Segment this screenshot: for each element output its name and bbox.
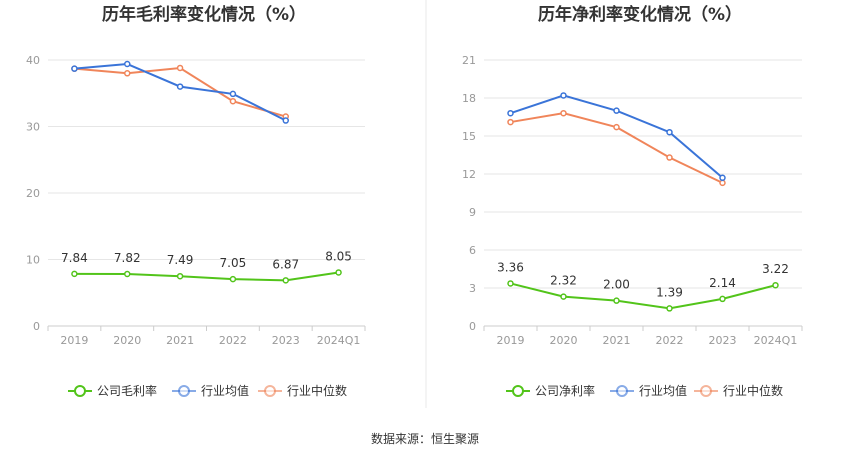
data-point-industry_median	[229, 97, 237, 105]
data-label: 2.14	[709, 276, 736, 290]
x-tick-label: 2023	[272, 334, 300, 347]
x-tick-label: 2021	[603, 334, 631, 347]
data-label: 7.84	[61, 251, 88, 265]
data-point-company	[666, 305, 673, 312]
data-point-industry_avg	[613, 107, 620, 114]
data-point-industry_avg	[666, 128, 673, 136]
data-point-industry_median	[719, 179, 726, 187]
legend-label: 公司净利率	[535, 383, 595, 398]
y-tick-label: 0	[33, 320, 40, 333]
x-tick-label: 2022	[219, 334, 247, 347]
chart-title: 历年毛利率变化情况（%）	[102, 4, 306, 25]
data-point-industry_avg	[507, 109, 514, 117]
data-point-company	[176, 272, 184, 280]
x-tick-label: 2024Q1	[754, 334, 798, 347]
data-label: 7.82	[114, 251, 141, 265]
data-label: 3.36	[497, 260, 524, 274]
y-tick-label: 12	[462, 168, 476, 181]
data-point-company	[335, 269, 342, 276]
y-tick-label: 10	[26, 254, 40, 267]
series-line-industry_avg	[74, 62, 287, 122]
data-point-company	[719, 295, 726, 303]
y-tick-label: 15	[462, 130, 476, 143]
y-tick-label: 21	[462, 54, 476, 67]
data-point-industry_median	[666, 154, 673, 161]
data-point-industry_avg	[71, 65, 78, 72]
legend-marker	[700, 385, 712, 397]
x-tick-label: 2023	[709, 334, 737, 347]
data-label: 3.22	[762, 262, 789, 276]
x-tick-label: 2019	[497, 334, 525, 347]
data-point-company	[124, 270, 131, 278]
y-tick-label: 18	[462, 92, 476, 105]
data-point-industry_avg	[229, 90, 237, 98]
data-point-company	[560, 293, 567, 300]
data-label: 6.87	[272, 257, 299, 271]
legend-label: 行业均值	[201, 383, 249, 398]
x-tick-label: 2022	[656, 334, 684, 347]
legend-label: 行业中位数	[287, 383, 347, 398]
x-tick-label: 2024Q1	[317, 334, 361, 347]
net-margin-chart: 历年净利率变化情况（%） 0 3 6 9 12 15 18 21 2019 2020 2021 2022…	[462, 4, 803, 398]
series-line-industry_median	[74, 66, 287, 118]
data-point-industry_avg	[124, 60, 131, 68]
legend-item-industry_avg: 行业均值	[172, 383, 249, 398]
data-point-industry_avg	[719, 174, 726, 182]
data-point-industry_median	[613, 123, 620, 131]
x-tick-label: 2020	[550, 334, 578, 347]
x-tick-label: 2021	[166, 334, 194, 347]
series-line-industry_median	[510, 112, 723, 184]
data-point-company	[71, 270, 78, 278]
legend-marker	[512, 385, 524, 397]
legend-item-industry_median: 行业中位数	[694, 383, 783, 398]
data-point-company	[282, 277, 289, 284]
data-point-company	[229, 275, 237, 283]
x-tick-label: 2019	[60, 334, 88, 347]
data-label: 2.32	[550, 274, 577, 288]
data-point-company	[772, 281, 779, 289]
legend-label: 公司毛利率	[97, 383, 157, 398]
legend-marker	[178, 385, 190, 397]
data-point-industry_avg	[176, 83, 184, 90]
series-line-company	[74, 271, 339, 282]
data-label: 1.39	[656, 285, 683, 299]
x-tick-label: 2020	[113, 334, 141, 347]
data-point-industry_median	[560, 109, 567, 117]
data-point-industry_median	[507, 118, 514, 126]
y-tick-label: 3	[469, 282, 476, 295]
y-tick-label: 9	[469, 206, 476, 219]
data-label: 7.49	[167, 253, 194, 267]
chart-title: 历年净利率变化情况（%）	[538, 4, 742, 25]
data-source-note: 数据来源：恒生聚源	[370, 432, 479, 446]
data-point-company	[507, 280, 514, 287]
data-point-industry_median	[124, 70, 131, 77]
legend-item-company: 公司净利率	[506, 383, 595, 398]
legend-label: 行业中位数	[723, 383, 783, 398]
y-tick-label: 30	[26, 121, 40, 134]
gross-margin-chart: 历年毛利率变化情况（%） 0 10 20 30 40 2019 2020 2021 2022 202…	[26, 4, 366, 398]
data-point-industry_median	[176, 64, 184, 72]
data-label: 7.05	[220, 256, 247, 270]
y-tick-label: 6	[469, 244, 476, 257]
data-point-company	[613, 297, 620, 304]
legend-item-industry_median: 行业中位数	[258, 383, 347, 398]
y-tick-label: 40	[26, 54, 40, 67]
data-point-industry_avg	[282, 117, 289, 124]
y-tick-label: 0	[469, 320, 476, 333]
data-point-industry_avg	[560, 92, 567, 99]
data-label: 8.05	[325, 249, 352, 263]
legend-item-industry_avg: 行业均值	[610, 383, 687, 398]
legend-label: 行业均值	[639, 383, 687, 398]
legend-marker	[616, 385, 628, 397]
series-line-company	[510, 282, 776, 310]
legend-item-company: 公司毛利率	[68, 383, 157, 398]
y-tick-label: 20	[26, 187, 40, 200]
data-label: 2.00	[603, 278, 630, 292]
legend-marker	[264, 385, 276, 397]
legend-marker	[74, 385, 86, 397]
